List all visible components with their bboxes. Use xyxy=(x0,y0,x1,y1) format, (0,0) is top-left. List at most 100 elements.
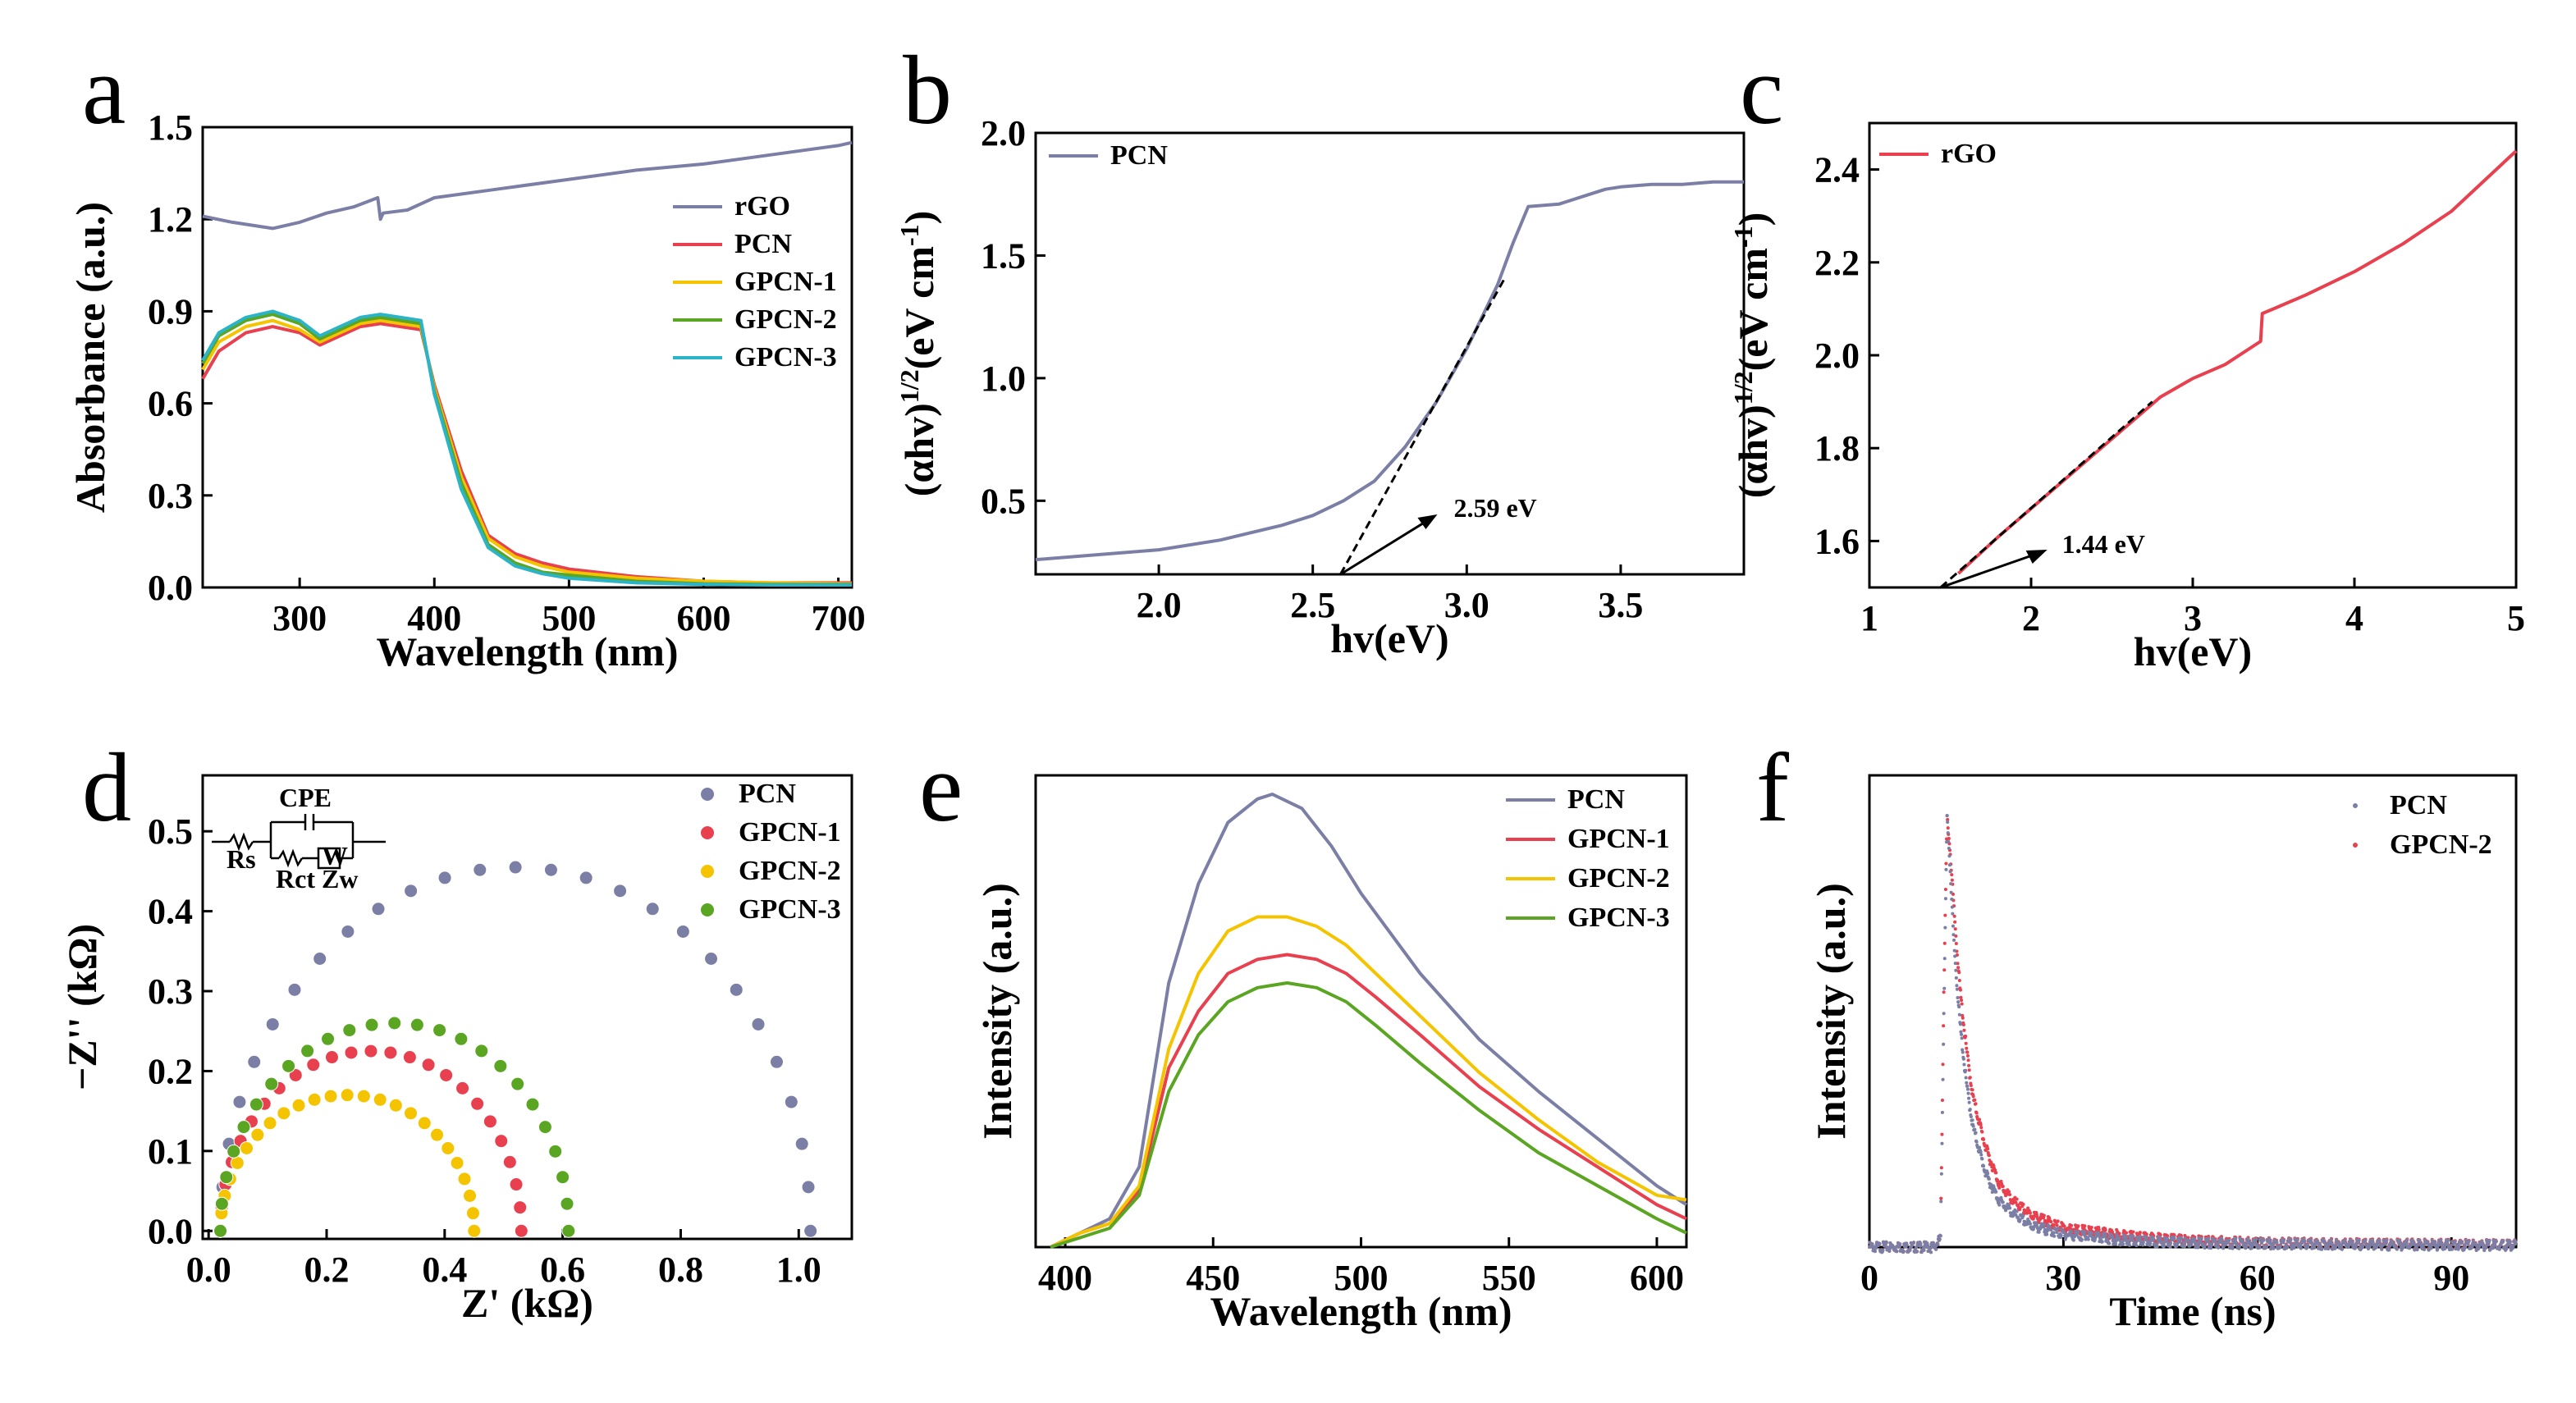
x-tick-label: 2.0 xyxy=(1137,585,1182,625)
data-point-GPCN-2 xyxy=(388,1098,403,1113)
data-point-GPCN-3 xyxy=(321,1031,336,1046)
data-point-GPCN-1 xyxy=(402,1050,417,1065)
data-point-PCN xyxy=(232,1095,247,1109)
x-tick-label: 0.2 xyxy=(304,1250,350,1290)
y-axis-label-superscript: -1 xyxy=(895,224,924,246)
data-point-PCN xyxy=(579,871,593,885)
legend-marker xyxy=(701,788,714,801)
data-point-GPCN-3 xyxy=(474,1044,489,1058)
data-point-GPCN-2 xyxy=(373,1092,387,1107)
x-axis-label: Z' (kΩ) xyxy=(461,1280,593,1326)
y-axis-label: Intensity (a.u.) xyxy=(974,883,1020,1140)
x-tick-label: 0 xyxy=(1860,1258,1878,1298)
circuit-label-rs: Rs xyxy=(226,844,256,874)
data-point-GPCN-1 xyxy=(288,1067,303,1082)
data-point-GPCN-3 xyxy=(560,1196,574,1211)
x-tick-label: 400 xyxy=(1038,1258,1092,1298)
y-tick-label: 1.5 xyxy=(981,235,1026,276)
x-tick-label: 600 xyxy=(676,598,730,638)
data-point-PCN xyxy=(751,1017,766,1031)
data-point-GPCN-3 xyxy=(226,1144,241,1159)
data-point-GPCN-2 xyxy=(291,1098,306,1113)
annotation-arrow xyxy=(1339,517,1432,576)
data-points-PCN xyxy=(1868,814,2518,1254)
plot-frame xyxy=(1868,774,2518,1249)
data-point-GPCN-3 xyxy=(493,1058,508,1073)
data-point-GPCN-1 xyxy=(502,1154,517,1169)
data-point-PCN xyxy=(645,902,660,916)
data-point-PCN xyxy=(769,1054,784,1069)
x-tick-label: 60 xyxy=(2240,1258,2276,1298)
x-tick-label: 400 xyxy=(407,598,461,638)
panel-b: b 2.0 2.5 3.0 3.5 0.5 1.0 1.5 2.0 hv(eV) (αhv)1/2(… xyxy=(895,35,1746,661)
data-point-GPCN-2 xyxy=(450,1155,464,1170)
y-tick-label: 0.0 xyxy=(148,1211,193,1251)
data-point-PCN xyxy=(341,924,355,939)
legend-label: rGO xyxy=(1941,139,1997,169)
series-line-GPCN-3 xyxy=(1050,981,1687,1249)
panel-e: e 400 450 500 550 600 Wavelength (nm) Intensity… xyxy=(919,733,1688,1334)
data-point-GPCN-1 xyxy=(324,1050,339,1065)
x-tick-label: 500 xyxy=(1334,1258,1389,1298)
data-point-PCN xyxy=(265,1017,280,1031)
panel-letter: a xyxy=(82,35,126,144)
x-tick-label: 0.0 xyxy=(186,1250,231,1290)
panel-letter: f xyxy=(1756,733,1789,842)
y-tick-label: 2.4 xyxy=(1814,150,1860,190)
data-point-GPCN-1 xyxy=(421,1058,436,1072)
legend-marker xyxy=(2353,843,2358,848)
legend-label: GPCN-2 xyxy=(2390,829,2492,860)
legend-label: GPCN-2 xyxy=(1567,863,1670,893)
data-point-GPCN-1 xyxy=(470,1096,485,1111)
y-tick-label: 0.3 xyxy=(148,476,193,516)
data-point-GPCN-3 xyxy=(525,1097,540,1112)
data-point-PCN xyxy=(729,982,744,997)
x-tick-label: 1.0 xyxy=(776,1250,821,1290)
data-point-PCN xyxy=(437,871,452,885)
x-tick-label: 30 xyxy=(2045,1258,2081,1298)
data-point-GPCN-3 xyxy=(454,1031,469,1046)
x-tick-label: 0.8 xyxy=(658,1250,703,1290)
data-point-GPCN-3 xyxy=(264,1076,279,1091)
data-point-PCN xyxy=(613,884,628,898)
panel-a: a 300 400 500 600 700 0.0 0.3 0.6 0.9 1.2 1.5 Wavele… xyxy=(67,35,866,674)
y-tick-label: 1.2 xyxy=(148,199,193,240)
legend-label: rGO xyxy=(734,191,790,222)
panel-letter: d xyxy=(82,733,131,842)
data-point-PCN xyxy=(784,1095,798,1109)
data-point-GPCN-1 xyxy=(483,1114,497,1129)
panel-letter: b xyxy=(903,35,952,144)
legend-label: PCN xyxy=(734,229,792,259)
data-point-GPCN-2 xyxy=(250,1127,265,1142)
data-point-PCN xyxy=(404,884,419,898)
series-line-PCN xyxy=(1050,793,1688,1249)
data-point-GPCN-3 xyxy=(561,1223,576,1238)
y-axis-label-superscript: 1/2 xyxy=(1728,371,1758,404)
data-point-GPCN-2 xyxy=(465,1206,480,1221)
data-point-PCN xyxy=(473,862,487,877)
legend-marker xyxy=(701,865,714,878)
data-point-PCN xyxy=(543,862,558,877)
y-axis-label: Absorbance (a.u.) xyxy=(67,202,113,513)
x-tick-label: 4 xyxy=(2345,598,2363,638)
annotation-arrowhead xyxy=(2025,550,2048,564)
data-point-GPCN-1 xyxy=(513,1200,528,1215)
x-tick-label: 450 xyxy=(1186,1258,1240,1298)
series-line-GPCN-1 xyxy=(1050,953,1687,1249)
x-tick-label: 0.6 xyxy=(540,1250,585,1290)
circuit-resistor-rct xyxy=(277,848,304,868)
plot-frame xyxy=(1034,131,1746,576)
y-axis-label-superscript: 1/2 xyxy=(895,369,924,403)
plot-frame xyxy=(201,774,853,1241)
y-tick-label: 0.4 xyxy=(148,892,193,932)
data-point-GPCN-3 xyxy=(432,1023,447,1038)
legend-label: PCN xyxy=(1110,140,1168,171)
x-axis-label: Wavelength (nm) xyxy=(376,628,678,674)
series-line-rGO xyxy=(202,140,853,231)
y-tick-label: 0.5 xyxy=(148,811,193,852)
data-point-GPCN-2 xyxy=(263,1116,277,1131)
legend-label: GPCN-1 xyxy=(734,267,837,297)
circuit-label-w: W xyxy=(322,841,348,871)
data-point-GPCN-3 xyxy=(556,1170,570,1185)
data-point-GPCN-3 xyxy=(548,1144,563,1159)
